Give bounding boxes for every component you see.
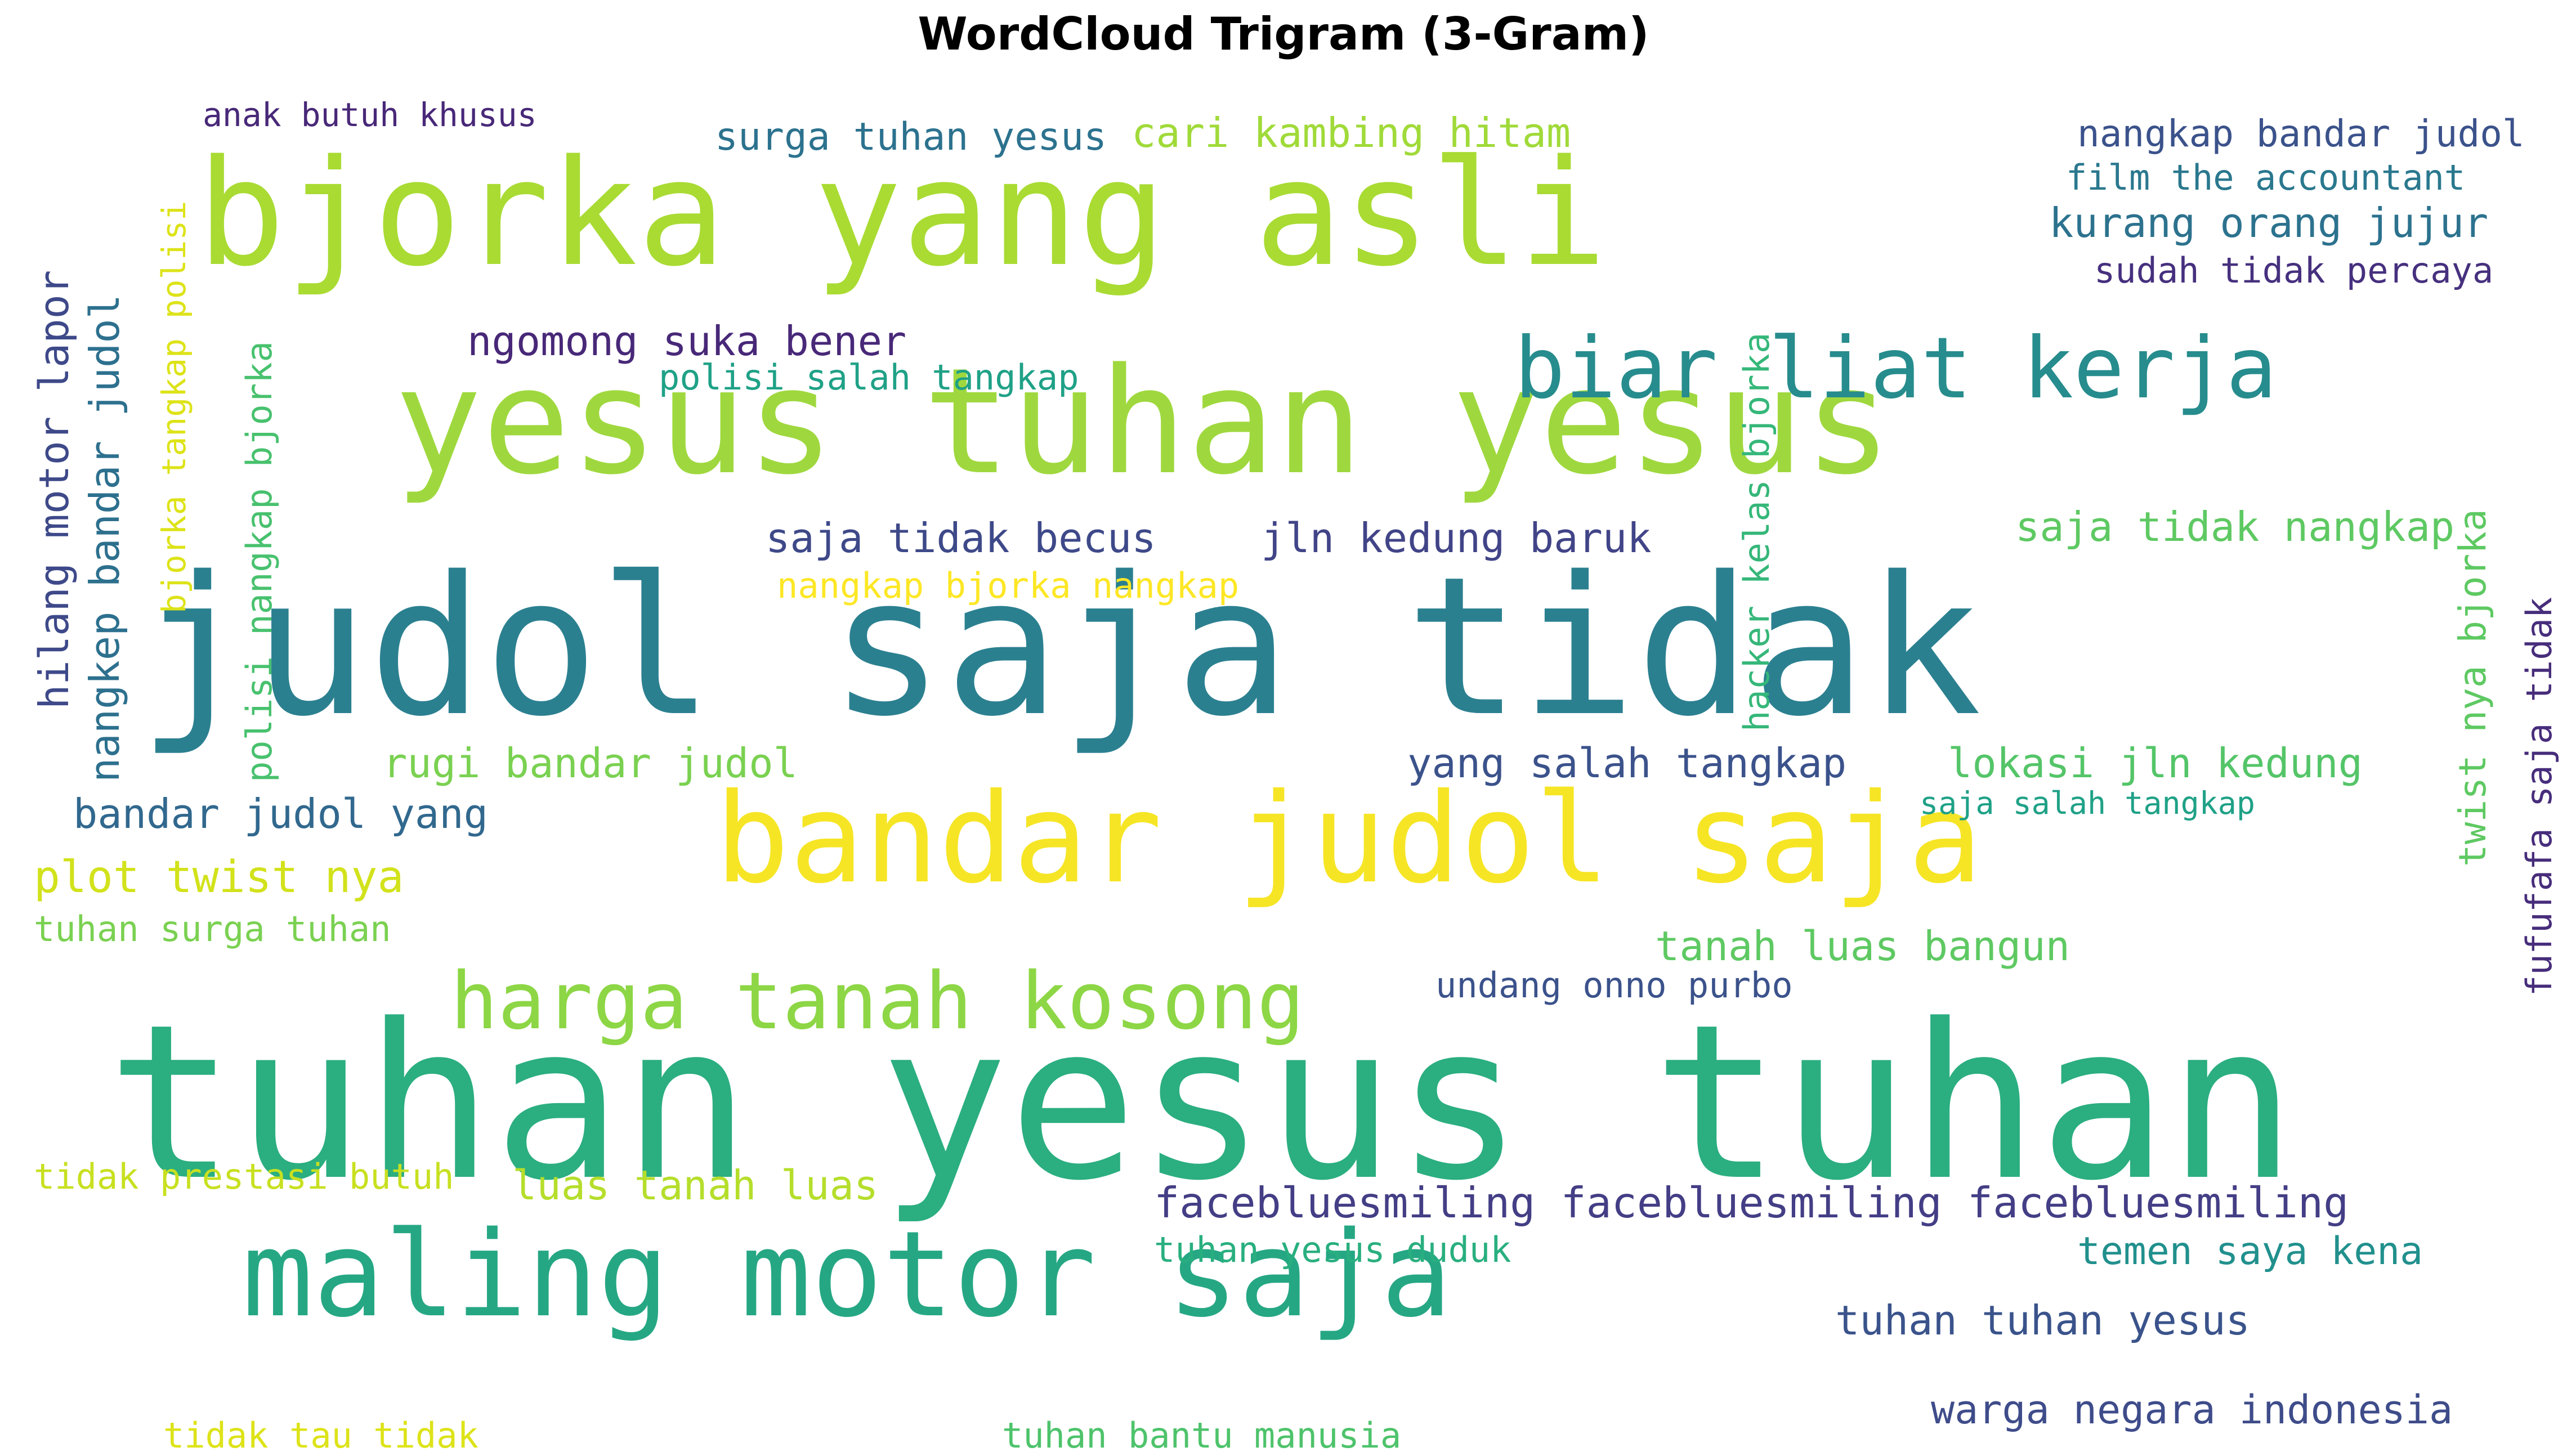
- word-cloud-term: hilang motor lapor: [30, 270, 78, 709]
- word-cloud-term: tuhan yesus duduk: [1154, 1229, 1511, 1270]
- word-cloud: tuhan yesus tuhan judol saja tidak yesus t…: [30, 84, 2567, 1453]
- word-cloud-term: luas tanah luas: [512, 1162, 879, 1209]
- word-cloud-term: lokasi jln kedung: [1948, 740, 2363, 787]
- word-cloud-term: judol saja tidak: [138, 536, 1982, 759]
- word-cloud-term: undang onno purbo: [1435, 965, 1793, 1006]
- word-cloud-term: saja salah tangkap: [1920, 785, 2256, 821]
- word-cloud-term: saja tidak becus: [766, 514, 1156, 562]
- word-cloud-term: nangkep bandar judol: [81, 294, 128, 782]
- word-cloud-term: tuhan tuhan yesus: [1835, 1297, 2250, 1344]
- word-cloud-term: nangkap bjorka nangkap: [777, 565, 1240, 606]
- word-cloud-term: tidak tau tidak: [163, 1415, 478, 1456]
- word-cloud-term: tuhan bantu manusia: [1002, 1415, 1402, 1456]
- word-cloud-term: twist nya bjorka: [2451, 509, 2494, 867]
- word-cloud-term: tuhan yesus tuhan: [107, 978, 2297, 1227]
- chart-title: WordCloud Trigram (3-Gram): [918, 8, 1649, 60]
- word-cloud-term: rugi bandar judol: [383, 740, 798, 787]
- word-cloud-term: hacker kelas bjorka: [1736, 332, 1777, 732]
- word-cloud-term: harga tanah kosong: [450, 956, 1305, 1047]
- word-cloud-term: yesus tuhan yesus: [394, 337, 1893, 507]
- word-cloud-term: surga tuhan yesus: [715, 115, 1107, 159]
- word-cloud-term: bjorka yang asli: [197, 129, 1607, 299]
- word-cloud-term: saja tidak nangkap: [2015, 503, 2455, 550]
- word-cloud-term: jln kedung baruk: [1261, 514, 1652, 562]
- word-cloud-term: polisi nangkap bjorka: [239, 341, 280, 782]
- word-cloud-term: bjorka tangkap polisi: [155, 200, 193, 613]
- word-cloud-term: kurang orang jujur: [2049, 199, 2489, 247]
- word-cloud-term: fufufafa saja tidak: [2519, 597, 2560, 996]
- word-cloud-term: ngomong suka bener: [467, 317, 907, 365]
- word-cloud-term: temen saya kena: [2077, 1229, 2423, 1274]
- word-cloud-term: yang salah tangkap: [1407, 740, 1847, 787]
- word-cloud-term: facebluesmiling facebluesmiling faceblue…: [1154, 1178, 2349, 1227]
- word-cloud-term: tidak prestasi butuh: [34, 1156, 454, 1197]
- word-cloud-term: plot twist nya: [34, 852, 404, 903]
- word-cloud-term: bandar judol yang: [73, 790, 488, 837]
- word-cloud-term: maling motor saja: [242, 1206, 1452, 1343]
- word-cloud-term: biar liat kerja: [1514, 320, 2277, 418]
- word-cloud-term: warga negara indonesia: [1931, 1387, 2453, 1433]
- word-cloud-term: cari kambing hitam: [1132, 109, 1571, 156]
- word-cloud-term: sudah tidak percaya: [2094, 250, 2494, 291]
- word-cloud-term: nangkap bandar judol: [2077, 112, 2525, 155]
- word-cloud-term: tuhan surga tuhan: [34, 908, 391, 949]
- word-cloud-term: film the accountant: [2066, 157, 2466, 198]
- word-cloud-term: bandar judol saja: [715, 767, 1983, 911]
- word-cloud-term: anak butuh khusus: [203, 96, 537, 134]
- word-cloud-term: tanah luas bangun: [1655, 922, 2070, 970]
- word-cloud-term: polisi salah tangkap: [659, 357, 1079, 398]
